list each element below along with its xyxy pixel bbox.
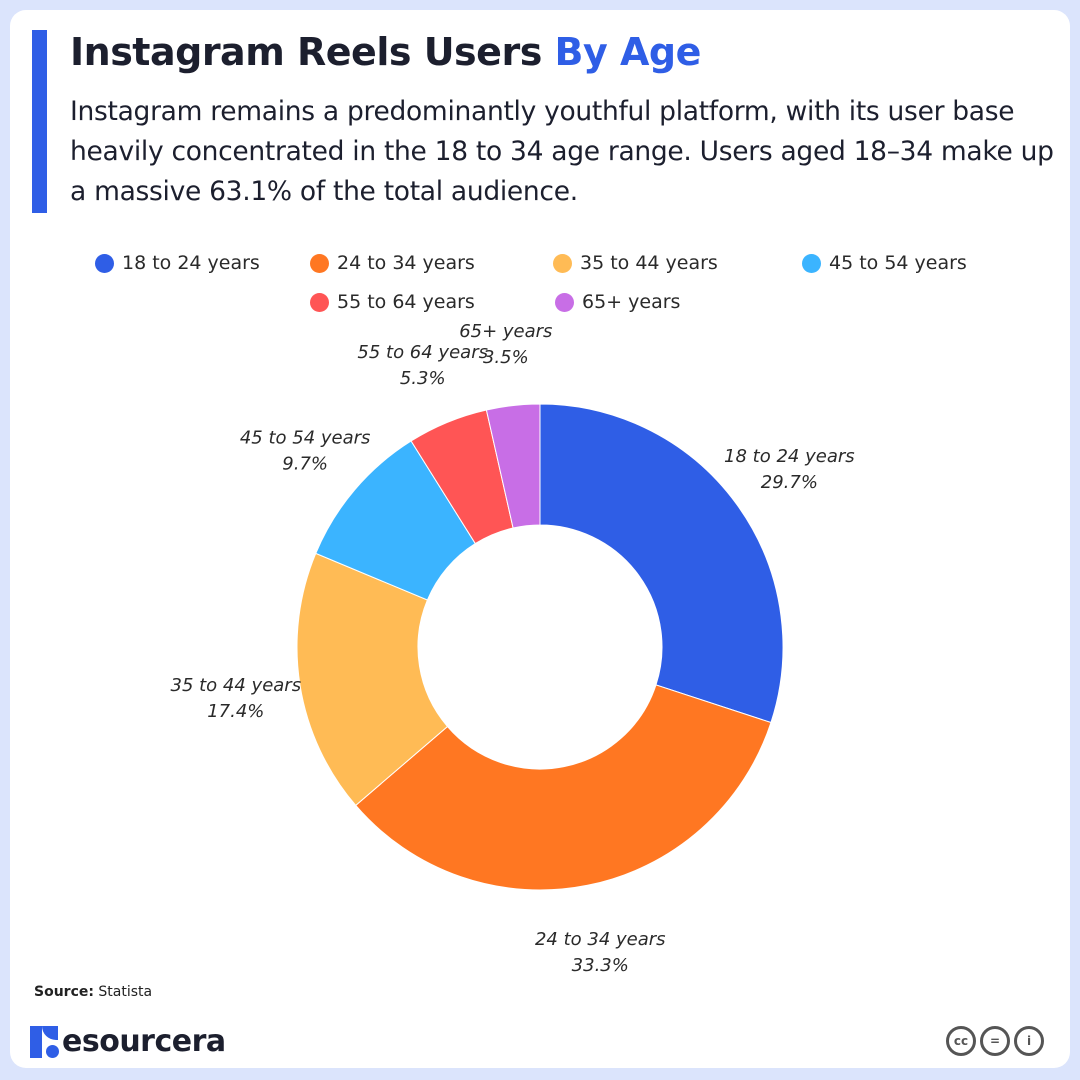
legend-item: 35 to 44 years: [553, 252, 718, 274]
slice-value-label: 33.3%: [572, 955, 629, 976]
slice-category-label: 45 to 54 years: [240, 428, 371, 449]
donut-slice: [539, 403, 784, 724]
slice-value-label: 17.4%: [207, 701, 264, 722]
legend-label: 45 to 54 years: [829, 252, 967, 274]
donut-slice: [485, 403, 541, 529]
legend-dot: [802, 253, 821, 273]
by-icon: i: [1014, 1026, 1044, 1056]
slice-category-label: 35 to 44 years: [171, 675, 302, 696]
slice-value-label: 29.7%: [761, 472, 818, 493]
legend-item: 18 to 24 years: [95, 252, 260, 274]
legend-label: 35 to 44 years: [580, 252, 718, 274]
legend-dot: [95, 253, 114, 273]
legend-item: 65+ years: [555, 291, 680, 313]
license-icons: cc = i: [946, 1026, 1044, 1056]
title-accent: By Age: [554, 30, 702, 74]
legend-dot: [555, 292, 574, 312]
donut-slice: [355, 684, 772, 891]
cc-icon: cc: [946, 1026, 976, 1056]
legend-item: 24 to 34 years: [310, 252, 475, 274]
legend-label: 18 to 24 years: [122, 252, 260, 274]
legend-item: 45 to 54 years: [802, 252, 967, 274]
legend-dot: [553, 253, 572, 273]
slice-category-label: 24 to 34 years: [535, 929, 666, 950]
card: [10, 10, 1070, 1068]
legend-dot: [310, 253, 329, 273]
page-title: Instagram Reels Users By Age: [70, 30, 701, 74]
donut-slice: [296, 552, 449, 807]
logo-mark-icon: [30, 1025, 60, 1058]
slice-value-label: 5.3%: [400, 368, 446, 389]
legend-dot: [310, 292, 329, 312]
title-main: Instagram Reels Users: [70, 30, 542, 74]
legend-label: 55 to 64 years: [337, 291, 475, 313]
brand-logo: esourcera: [30, 1024, 226, 1059]
accent-bar: [32, 30, 47, 213]
slice-value-label: 3.5%: [483, 347, 529, 368]
slice-category-label: 65+ years: [459, 321, 552, 342]
legend-label: 65+ years: [582, 291, 681, 313]
slice-category-label: 55 to 64 years: [357, 342, 488, 363]
source: Source: Statista: [34, 984, 152, 1000]
source-label: Source:: [34, 984, 94, 1000]
legend-label: 24 to 34 years: [337, 252, 475, 274]
subtitle: Instagram remains a predominantly youthf…: [70, 96, 1054, 207]
nd-icon: =: [980, 1026, 1010, 1056]
legend-item: 55 to 64 years: [310, 291, 475, 313]
source-value: Statista: [98, 984, 153, 1000]
brand-name: esourcera: [62, 1024, 226, 1059]
slice-category-label: 18 to 24 years: [724, 446, 855, 467]
slice-value-label: 9.7%: [282, 454, 328, 475]
